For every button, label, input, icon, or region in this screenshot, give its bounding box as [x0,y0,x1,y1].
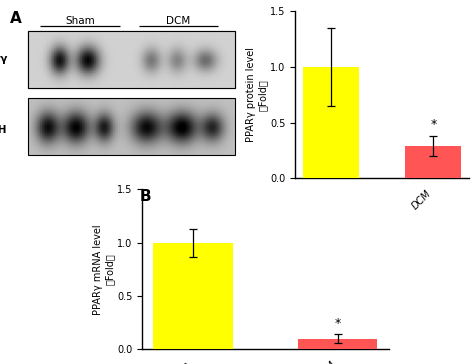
Text: A: A [9,11,21,26]
Bar [405,146,461,178]
Text: Sham: Sham [65,16,95,26]
Bar [28,31,235,88]
Text: DCM: DCM [166,16,191,26]
Text: B: B [140,189,152,204]
Text: *: * [430,118,437,131]
Bar [303,67,359,178]
Y-axis label: PPARγ mRNA level
（Fold）: PPARγ mRNA level （Fold） [93,224,114,314]
Bar [154,243,233,349]
Bar [298,339,377,349]
Bar [28,98,235,155]
Text: PPARγ: PPARγ [0,55,7,64]
Text: GAPDH: GAPDH [0,125,7,135]
Bar [28,31,235,88]
Y-axis label: PPARγ protein level
（Fold）: PPARγ protein level （Fold） [246,47,267,142]
Text: *: * [335,317,341,330]
